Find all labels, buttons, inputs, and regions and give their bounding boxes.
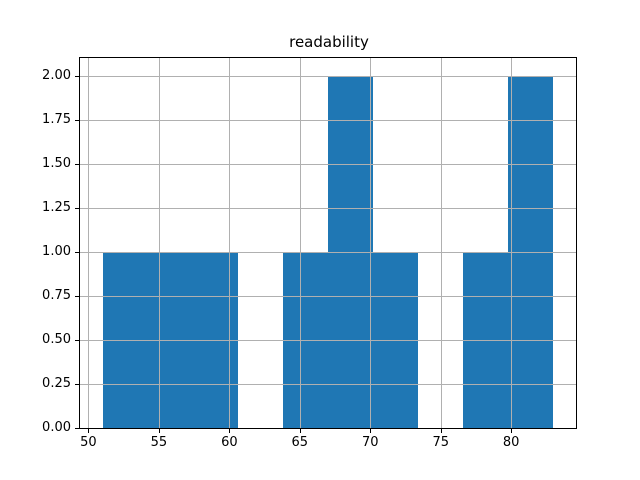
x-tick-mark xyxy=(440,429,442,433)
x-tick-label: 65 xyxy=(291,435,309,450)
x-tick-mark xyxy=(511,429,513,433)
x-tick-label: 50 xyxy=(80,435,97,450)
y-tick-mark xyxy=(75,383,79,385)
x-tick-label: 70 xyxy=(361,435,379,450)
y-gridline xyxy=(80,251,576,253)
x-tick-mark xyxy=(370,429,372,433)
x-tick-mark xyxy=(229,429,231,433)
x-gridline xyxy=(299,58,301,428)
x-gridline xyxy=(229,58,231,428)
y-gridline xyxy=(80,75,576,77)
x-gridline xyxy=(511,58,513,428)
y-tick-mark xyxy=(75,428,79,429)
y-gridline xyxy=(80,383,576,385)
x-gridline xyxy=(158,58,160,428)
y-tick-mark xyxy=(75,119,79,121)
x-gridline xyxy=(440,58,442,428)
y-tick-label: 0.25 xyxy=(42,375,71,391)
y-tick-mark xyxy=(75,163,79,165)
x-tick-label: 55 xyxy=(150,435,168,450)
y-tick-mark xyxy=(75,339,79,341)
chart-title: readability xyxy=(289,33,369,51)
y-gridline xyxy=(80,119,576,121)
x-tick-mark xyxy=(158,429,160,433)
y-tick-mark xyxy=(75,207,79,209)
x-tick-label: 75 xyxy=(432,435,449,450)
y-gridline xyxy=(80,295,576,297)
x-gridline xyxy=(88,58,90,428)
y-tick-mark xyxy=(75,295,79,297)
y-tick-label: 1.00 xyxy=(42,243,71,259)
y-tick-label: 1.75 xyxy=(42,111,71,127)
x-tick-label: 80 xyxy=(502,435,520,450)
y-tick-label: 0.75 xyxy=(42,287,71,303)
y-tick-mark xyxy=(75,251,79,253)
y-tick-mark xyxy=(75,75,79,77)
x-tick-mark xyxy=(88,429,90,433)
grid-layer xyxy=(80,58,576,428)
y-gridline xyxy=(80,207,576,209)
y-gridline xyxy=(80,428,576,429)
plot-area xyxy=(79,57,577,429)
x-tick-label: 60 xyxy=(221,435,238,450)
y-tick-label: 0.00 xyxy=(42,420,71,435)
y-tick-label: 0.50 xyxy=(42,331,71,347)
y-tick-label: 2.00 xyxy=(42,67,71,83)
x-tick-mark xyxy=(299,429,301,433)
x-gridline xyxy=(370,58,372,428)
y-tick-label: 1.50 xyxy=(42,155,71,171)
y-gridline xyxy=(80,163,576,165)
y-tick-label: 1.25 xyxy=(42,199,71,215)
y-gridline xyxy=(80,339,576,341)
